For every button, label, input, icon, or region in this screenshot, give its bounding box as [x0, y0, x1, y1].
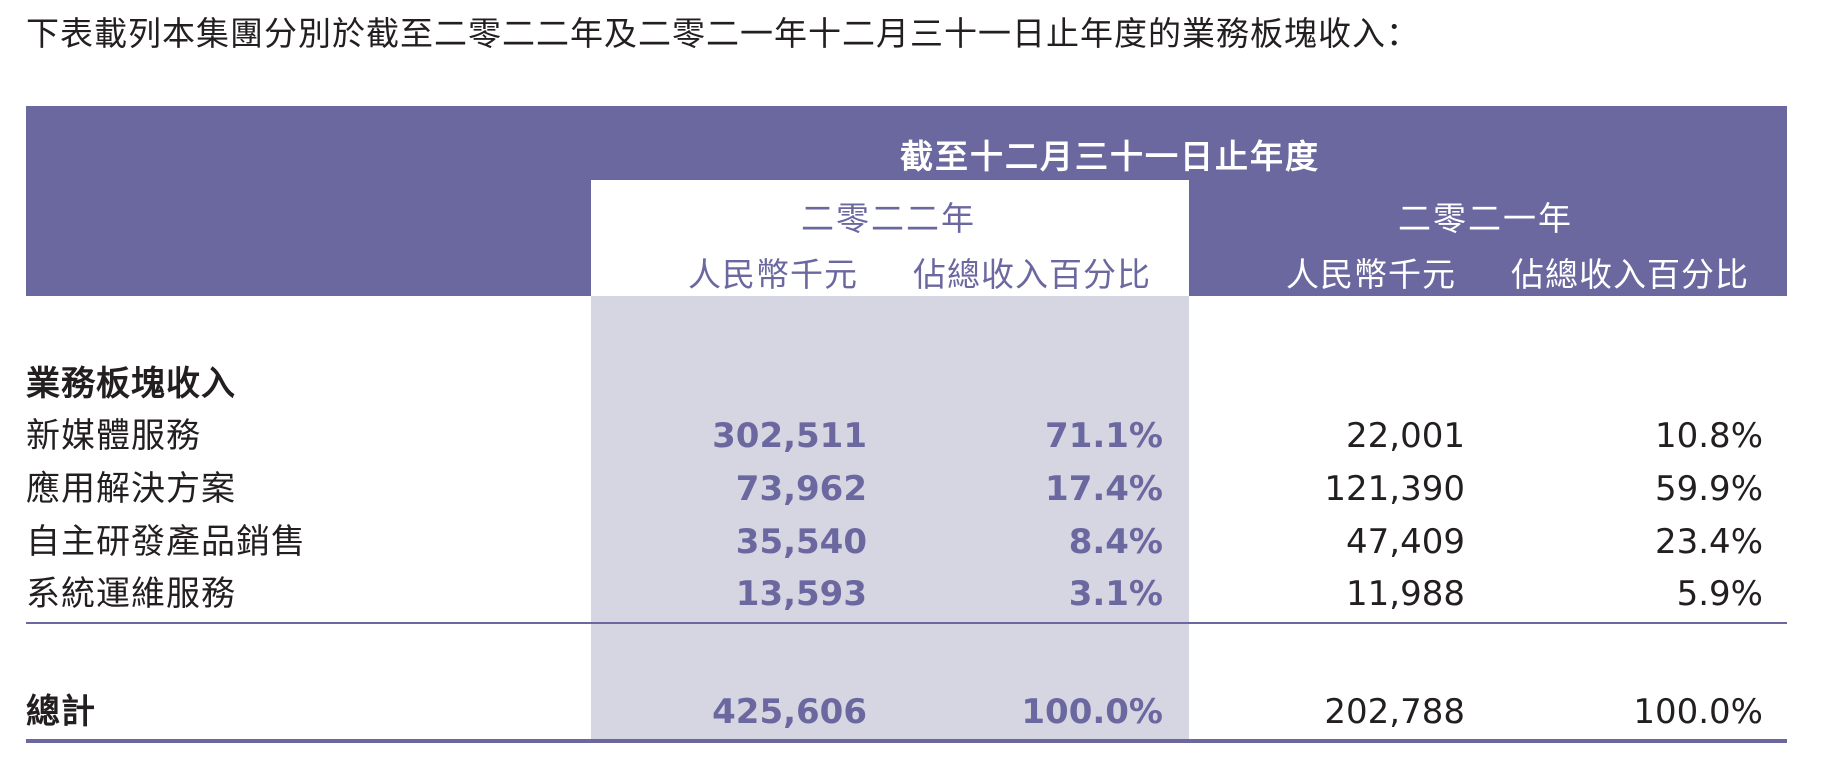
col-rmb-2022: 人民幣千元	[688, 255, 858, 294]
total-label: 總計	[26, 692, 96, 732]
year-2021-heading: 二零二一年	[1398, 199, 1573, 238]
rmb-2021-value: 121,390	[1324, 469, 1465, 509]
table-row: 自主研發產品銷售 35,540 8.4% 47,409 23.4%	[0, 516, 1824, 568]
pct-2021-value: 59.9%	[1654, 469, 1763, 509]
table-row: 系統運維服務 13,593 3.1% 11,988 5.9%	[0, 568, 1824, 620]
pct-2022-value: 8.4%	[1068, 522, 1163, 562]
total-rmb-2022: 425,606	[712, 692, 867, 732]
period-heading: 截至十二月三十一日止年度	[900, 137, 1320, 176]
section-title: 業務板塊收入	[26, 364, 236, 404]
total-pct-2021: 100.0%	[1633, 692, 1763, 732]
rmb-2021-value: 11,988	[1346, 574, 1465, 614]
pct-2021-value: 5.9%	[1676, 574, 1763, 614]
rmb-2022-value: 73,962	[735, 469, 867, 509]
pct-2021-value: 10.8%	[1654, 416, 1763, 456]
table-row: 應用解決方案 73,962 17.4% 121,390 59.9%	[0, 463, 1824, 515]
total-row: 總計 425,606 100.0% 202,788 100.0%	[0, 686, 1824, 738]
highlight-column-2022	[591, 180, 1189, 743]
divider	[26, 622, 1787, 624]
rmb-2022-value: 302,511	[712, 416, 867, 456]
bottom-rule	[26, 739, 1787, 743]
rmb-2021-value: 22,001	[1346, 416, 1465, 456]
total-rmb-2021: 202,788	[1324, 692, 1465, 732]
row-label: 自主研發產品銷售	[26, 522, 306, 562]
col-rmb-2021: 人民幣千元	[1286, 255, 1456, 294]
rmb-2021-value: 47,409	[1346, 522, 1465, 562]
rmb-2022-value: 13,593	[735, 574, 867, 614]
pct-2021-value: 23.4%	[1654, 522, 1763, 562]
highlight-column-header	[591, 180, 1189, 296]
row-label: 應用解決方案	[26, 469, 236, 509]
year-2022-heading: 二零二二年	[801, 199, 976, 238]
pct-2022-value: 3.1%	[1068, 574, 1163, 614]
total-pct-2022: 100.0%	[1021, 692, 1163, 732]
row-label: 系統運維服務	[26, 574, 236, 614]
rmb-2022-value: 35,540	[735, 522, 867, 562]
table-row: 新媒體服務 302,511 71.1% 22,001 10.8%	[0, 410, 1824, 462]
pct-2022-value: 17.4%	[1045, 469, 1163, 509]
pct-2022-value: 71.1%	[1045, 416, 1163, 456]
intro-text: 下表載列本集團分別於截至二零二二年及二零二一年十二月三十一日止年度的業務板塊收入…	[26, 14, 1420, 53]
row-label: 新媒體服務	[26, 416, 201, 456]
col-pct-2021: 佔總收入百分比	[1511, 255, 1749, 294]
col-pct-2022: 佔總收入百分比	[913, 255, 1151, 294]
section-row: 業務板塊收入	[0, 358, 1824, 410]
